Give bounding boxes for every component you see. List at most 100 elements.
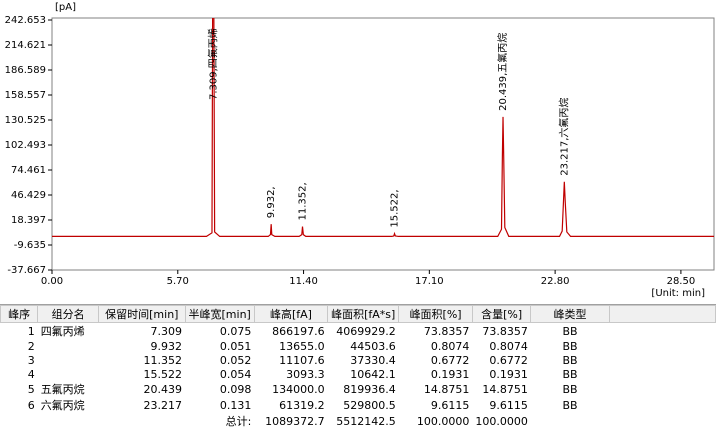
cell-empty — [609, 339, 715, 353]
total-cell: 1089372.7 — [265, 414, 325, 428]
cell: 0.098 — [219, 382, 252, 396]
table: 峰序 组分名 保留时间[min] 半峰宽[min] 峰高[fA] 峰面积[fA*s] 峰面积… — [0, 305, 716, 429]
cell: BB — [562, 367, 578, 381]
header-cell-empty — [608, 305, 716, 323]
y-tick-label: 158.557 — [5, 90, 46, 101]
plot-frame — [51, 17, 715, 271]
x-tick-label: 28.50 — [667, 276, 696, 287]
cell: 7.309 — [150, 324, 183, 338]
y-tick-label: 102.493 — [5, 140, 46, 151]
x-tick-label: 11.40 — [289, 276, 318, 287]
cell: 六氟丙烷 — [40, 399, 85, 412]
header-cell: 峰面积[fA*s] — [327, 305, 400, 323]
total-row: 总计: 1089372.7 5512142.5 100.0000 100.0000 — [1, 413, 716, 429]
cell: BB — [562, 339, 578, 353]
cell: 四氟丙烯 — [40, 325, 85, 338]
header-cell: 半峰宽[min] — [184, 305, 255, 323]
x-axis-label: [Unit: min] — [651, 288, 705, 299]
header-cell: 含量[%] — [471, 305, 532, 323]
cell: 9.6115 — [430, 398, 470, 412]
peak-label: 15.522, — [390, 189, 401, 227]
y-tick-label: 130.525 — [5, 115, 46, 126]
x-tick-label: 22.80 — [541, 276, 570, 287]
header-cell: 峰类型 — [530, 305, 610, 323]
cell-empty — [609, 413, 715, 429]
cell: 0.8074 — [430, 339, 470, 353]
cell: 0.6772 — [489, 353, 528, 367]
total-cell: 5512142.5 — [336, 414, 396, 428]
cell: 0.051 — [219, 339, 252, 353]
cell: 61319.2 — [279, 398, 325, 412]
cell: 2 — [27, 339, 35, 353]
y-tick-label: -9.635 — [14, 240, 46, 251]
cell-empty — [609, 397, 715, 413]
cell: 134000.0 — [272, 382, 325, 396]
peak-label: 20.439,五氟丙烷 — [496, 33, 509, 111]
y-tick-label: 74.461 — [11, 165, 46, 176]
total-cell: 100.0000 — [416, 414, 470, 428]
cell: 529800.5 — [343, 398, 396, 412]
y-tick-label: 18.397 — [11, 215, 46, 226]
cell: 44503.6 — [350, 339, 396, 353]
y-tick-label: 214.621 — [5, 40, 46, 51]
y-tick-label: -37.667 — [7, 265, 46, 276]
cell-empty — [609, 367, 715, 381]
cell-empty — [531, 413, 609, 429]
cell: 6 — [27, 398, 35, 412]
cell: 0.131 — [219, 398, 252, 412]
cell: 11107.6 — [279, 353, 325, 367]
cell — [38, 367, 99, 381]
cell: 73.8357 — [423, 324, 470, 338]
cell: 14.8751 — [423, 382, 470, 396]
cell: 1 — [27, 324, 35, 338]
cell: BB — [562, 324, 578, 338]
cell: 0.054 — [219, 367, 252, 381]
cell-empty — [38, 413, 99, 429]
header-cell: 峰序 — [0, 305, 39, 323]
chart: [pA] [Unit: min] 242.653 214.621 186.589 15… — [5, 2, 715, 299]
plot-area — [52, 18, 714, 238]
cell: 4 — [27, 367, 35, 381]
cell: 9.932 — [150, 339, 183, 353]
cell-empty — [609, 353, 715, 367]
cell: 3 — [27, 353, 35, 367]
cell-empty — [609, 381, 715, 397]
cell: 0.1931 — [430, 367, 470, 381]
cell: 23.217 — [143, 398, 183, 412]
cell: 11.352 — [143, 353, 183, 367]
table-row: 1 四氟丙烯 7.309 0.075 866197.6 4069929.2 73.8357 7… — [1, 323, 716, 340]
x-tick-label: 0.00 — [41, 276, 63, 287]
cell — [38, 339, 99, 353]
cell: 五氟丙烷 — [40, 383, 85, 396]
table-row: 6 六氟丙烷 23.217 0.131 61319.2 529800.5 9.6115 9.6… — [1, 397, 716, 413]
y-axis-label: [pA] — [55, 2, 76, 13]
cell: 13655.0 — [279, 339, 325, 353]
peak-label: 23.217,六氟丙烷 — [557, 98, 570, 176]
peak-label: 9.932, — [266, 186, 277, 218]
cell: BB — [562, 382, 578, 396]
table-row: 2 9.932 0.051 13655.0 44503.6 0.8074 0.8074 BB — [1, 339, 716, 353]
cell: 14.8751 — [482, 382, 528, 396]
table-row: 5 五氟丙烷 20.439 0.098 134000.0 819936.4 14.8751 1… — [1, 381, 716, 397]
cell: 5 — [27, 382, 35, 396]
cell — [38, 353, 99, 367]
peak-label: 7.309,四氟丙烯 — [206, 28, 219, 100]
cell: 0.052 — [219, 353, 252, 367]
cell: BB — [562, 353, 578, 367]
cell: BB — [562, 398, 578, 412]
cell-empty — [99, 413, 185, 429]
cell: 9.6115 — [489, 398, 528, 412]
cell: 20.439 — [143, 382, 183, 396]
peak-table: 峰序 组分名 保留时间[min] 半峰宽[min] 峰高[fA] 峰面积[fA*s] 峰面积… — [0, 304, 716, 439]
cell-empty — [609, 323, 715, 340]
total-cell: 100.0000 — [475, 414, 528, 428]
cell: 10642.1 — [350, 367, 396, 381]
cell-empty — [1, 413, 38, 429]
header-cell: 保留时间[min] — [98, 305, 186, 323]
header-cell: 峰高[fA] — [253, 305, 329, 323]
cell: 4069929.2 — [336, 324, 396, 338]
header-cell: 峰面积[%] — [398, 305, 473, 323]
cell: 0.1931 — [489, 367, 528, 381]
cell: 819936.4 — [343, 382, 396, 396]
